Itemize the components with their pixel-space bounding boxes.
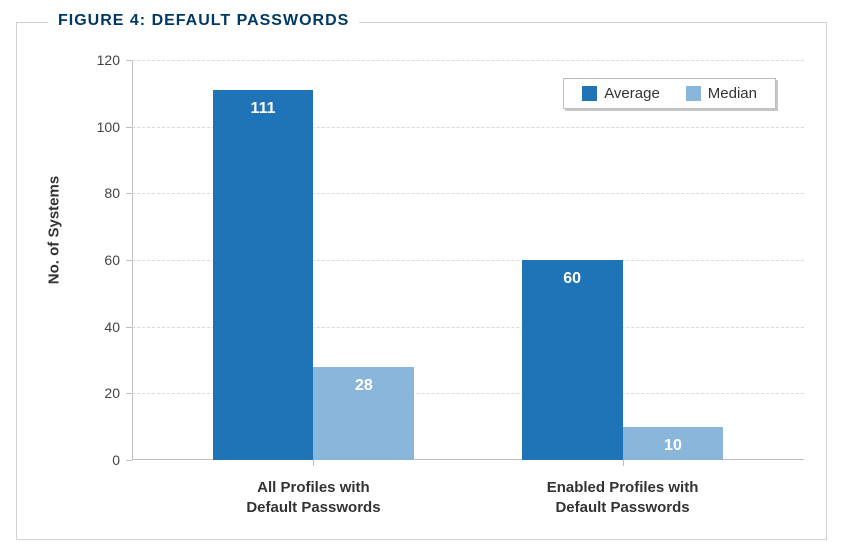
y-tick <box>126 460 132 461</box>
gridline <box>132 60 804 61</box>
bar-value-label: 111 <box>213 100 314 118</box>
y-tick-label: 120 <box>97 52 120 68</box>
bar-value-label: 60 <box>522 270 623 288</box>
bar-median: 28 <box>313 367 414 460</box>
y-tick <box>126 327 132 328</box>
y-tick <box>126 260 132 261</box>
bar-median: 10 <box>623 427 724 460</box>
figure-title: FIGURE 4: DEFAULT PASSWORDS <box>48 12 359 30</box>
legend-item: Average <box>582 85 660 102</box>
plot-area: 020406080100120111286010All Profiles wit… <box>132 60 804 460</box>
category-label: All Profiles with Default Passwords <box>193 478 433 519</box>
y-tick-label: 80 <box>104 185 120 201</box>
legend-item: Median <box>686 85 757 102</box>
y-tick-label: 100 <box>97 119 120 135</box>
y-tick <box>126 393 132 394</box>
y-tick-label: 40 <box>104 319 120 335</box>
y-axis-label: No. of Systems <box>46 176 63 284</box>
y-tick <box>126 60 132 61</box>
y-tick <box>126 127 132 128</box>
legend-label: Average <box>604 85 660 102</box>
y-tick-label: 0 <box>112 452 120 468</box>
y-tick <box>126 193 132 194</box>
x-tick <box>623 460 624 466</box>
x-tick <box>313 460 314 466</box>
figure-container: FIGURE 4: DEFAULT PASSWORDS No. of Syste… <box>0 0 843 556</box>
legend-swatch <box>686 86 701 101</box>
category-label: Enabled Profiles with Default Passwords <box>503 478 743 519</box>
bar-value-label: 28 <box>313 377 414 395</box>
bar-average: 111 <box>213 90 314 460</box>
bar-value-label: 10 <box>623 437 724 455</box>
y-tick-label: 60 <box>104 252 120 268</box>
legend: Average Median <box>563 78 776 109</box>
legend-swatch <box>582 86 597 101</box>
y-tick-label: 20 <box>104 385 120 401</box>
bar-average: 60 <box>522 260 623 460</box>
legend-label: Median <box>708 85 757 102</box>
